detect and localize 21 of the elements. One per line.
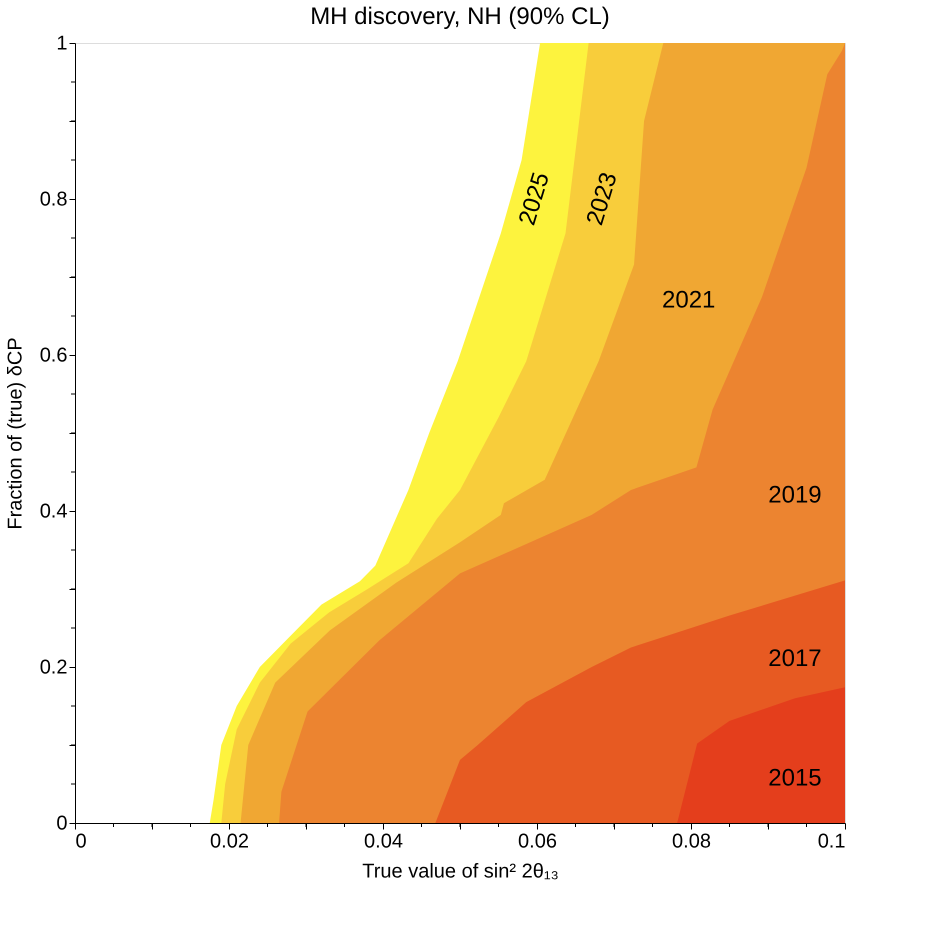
y-tick-label: 0.4	[40, 500, 68, 522]
x-tick-label: 0.08	[672, 830, 711, 852]
x-tick-label: 0	[76, 830, 87, 852]
y-axis-title: Fraction of (true) δCP	[4, 337, 27, 530]
annotation: 2025	[513, 169, 555, 228]
y-tick-label: 0.2	[40, 656, 68, 678]
chart-title: MH discovery, NH (90% CL)	[310, 3, 610, 30]
annotation: 2023	[581, 169, 623, 228]
y-tick-label: 0.6	[40, 344, 68, 366]
annotation: 2015	[768, 764, 822, 792]
annotation: 2017	[768, 645, 822, 672]
annotation: 2021	[662, 286, 716, 314]
annotation: 2019	[768, 481, 822, 508]
x-tick-label: 0.04	[364, 830, 403, 852]
x-tick-label: 0.06	[518, 830, 557, 852]
x-axis-title: True value of sin² 2θ₁₃	[362, 860, 559, 882]
y-tick-label: 0.8	[40, 188, 68, 210]
y-tick-label: 0	[56, 812, 68, 834]
x-tick-label: 0.1	[818, 830, 846, 852]
y-tick-label: 1	[56, 32, 68, 54]
x-tick-label: 0.02	[210, 830, 249, 852]
